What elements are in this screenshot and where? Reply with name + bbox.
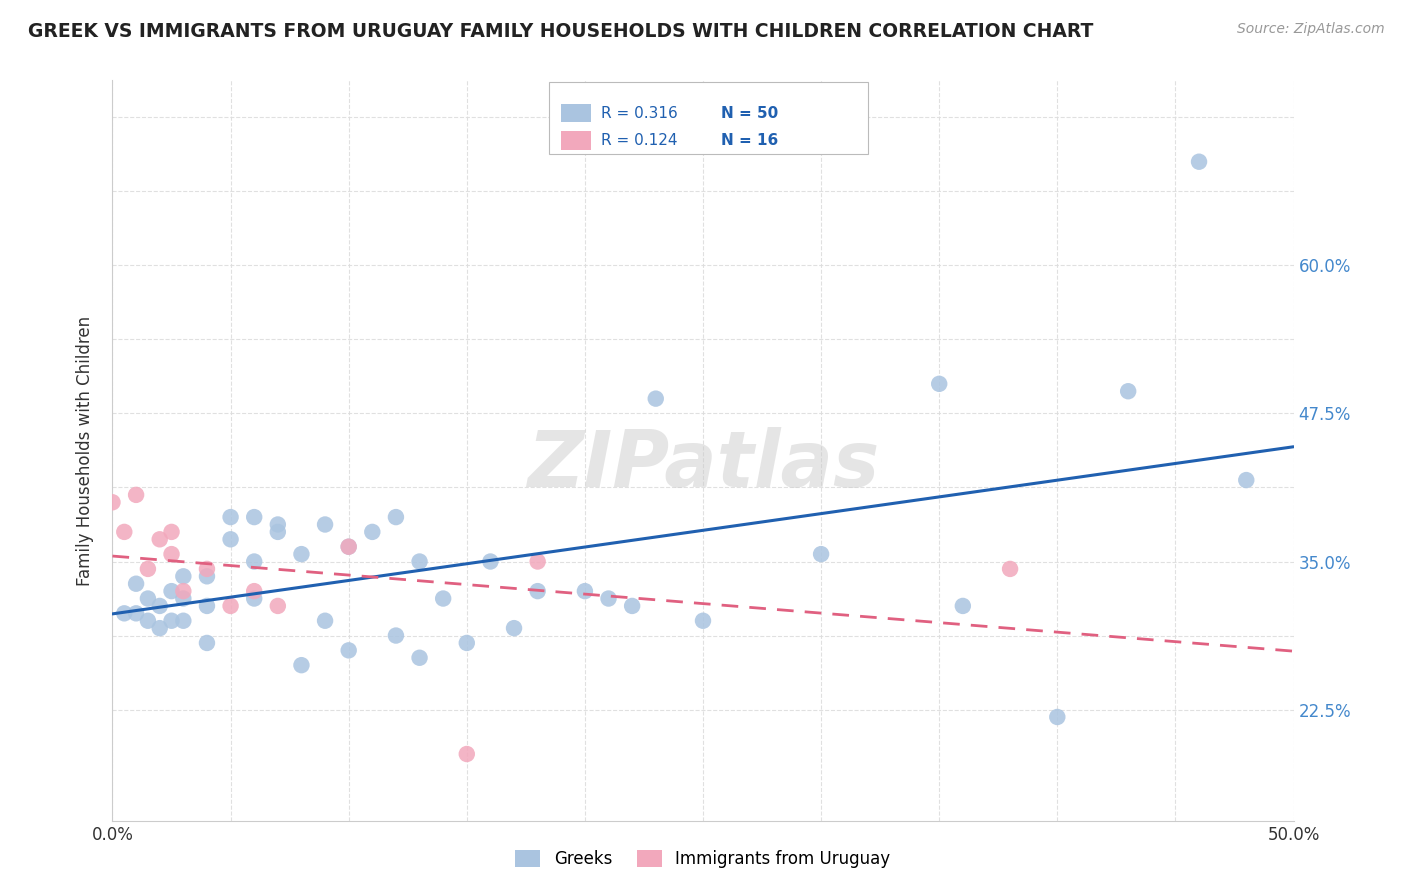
Point [172,591,194,606]
Point [101,495,124,509]
Point [172,569,194,583]
Point [337,540,360,554]
Point [290,658,312,673]
Point [243,510,266,524]
Point [149,621,172,635]
Point [314,614,336,628]
Point [385,510,408,524]
Point [267,517,290,532]
Legend: Greeks, Immigrants from Uruguay: Greeks, Immigrants from Uruguay [509,843,897,875]
Point [526,584,548,599]
Point [314,517,336,532]
Point [219,510,242,524]
Point [195,599,218,613]
Point [219,533,242,547]
Point [160,584,183,599]
Point [195,636,218,650]
Text: R = 0.316: R = 0.316 [602,106,678,121]
Point [160,547,183,561]
Point [125,488,148,502]
Point [1234,473,1257,487]
FancyBboxPatch shape [561,131,591,150]
Point [432,591,454,606]
Point [337,643,360,657]
Point [574,584,596,599]
Point [125,607,148,621]
Point [136,562,159,576]
Point [337,540,360,554]
Point [692,614,714,628]
Text: ZIPatlas: ZIPatlas [527,427,879,503]
Point [219,599,242,613]
Point [243,584,266,599]
Point [928,376,950,391]
Point [385,628,408,642]
Point [810,547,832,561]
Text: Source: ZipAtlas.com: Source: ZipAtlas.com [1237,22,1385,37]
Point [125,576,148,591]
Text: R = 0.124: R = 0.124 [602,134,678,148]
FancyBboxPatch shape [561,104,591,122]
Point [503,621,526,635]
Y-axis label: Family Households with Children: Family Households with Children [76,316,94,585]
Point [408,650,430,665]
Point [1046,710,1069,724]
Point [243,554,266,569]
Point [456,636,478,650]
Point [952,599,974,613]
Point [361,524,384,539]
Point [195,569,218,583]
Text: N = 16: N = 16 [721,134,778,148]
Point [290,547,312,561]
Text: GREEK VS IMMIGRANTS FROM URUGUAY FAMILY HOUSEHOLDS WITH CHILDREN CORRELATION CHA: GREEK VS IMMIGRANTS FROM URUGUAY FAMILY … [28,22,1094,41]
Point [267,599,290,613]
Point [112,607,135,621]
Point [408,554,430,569]
Point [1116,384,1139,399]
Point [243,591,266,606]
Point [136,614,159,628]
Point [195,562,218,576]
Text: N = 50: N = 50 [721,106,778,121]
Point [112,524,135,539]
Point [598,591,620,606]
Point [1188,154,1211,169]
Point [998,562,1021,576]
Point [479,554,502,569]
Point [160,524,183,539]
Point [149,599,172,613]
Point [160,614,183,628]
Point [456,747,478,761]
Point [267,524,290,539]
Point [526,554,548,569]
Point [172,584,194,599]
Point [621,599,644,613]
FancyBboxPatch shape [550,82,869,154]
Point [149,533,172,547]
Point [172,614,194,628]
Point [644,392,666,406]
Point [136,591,159,606]
